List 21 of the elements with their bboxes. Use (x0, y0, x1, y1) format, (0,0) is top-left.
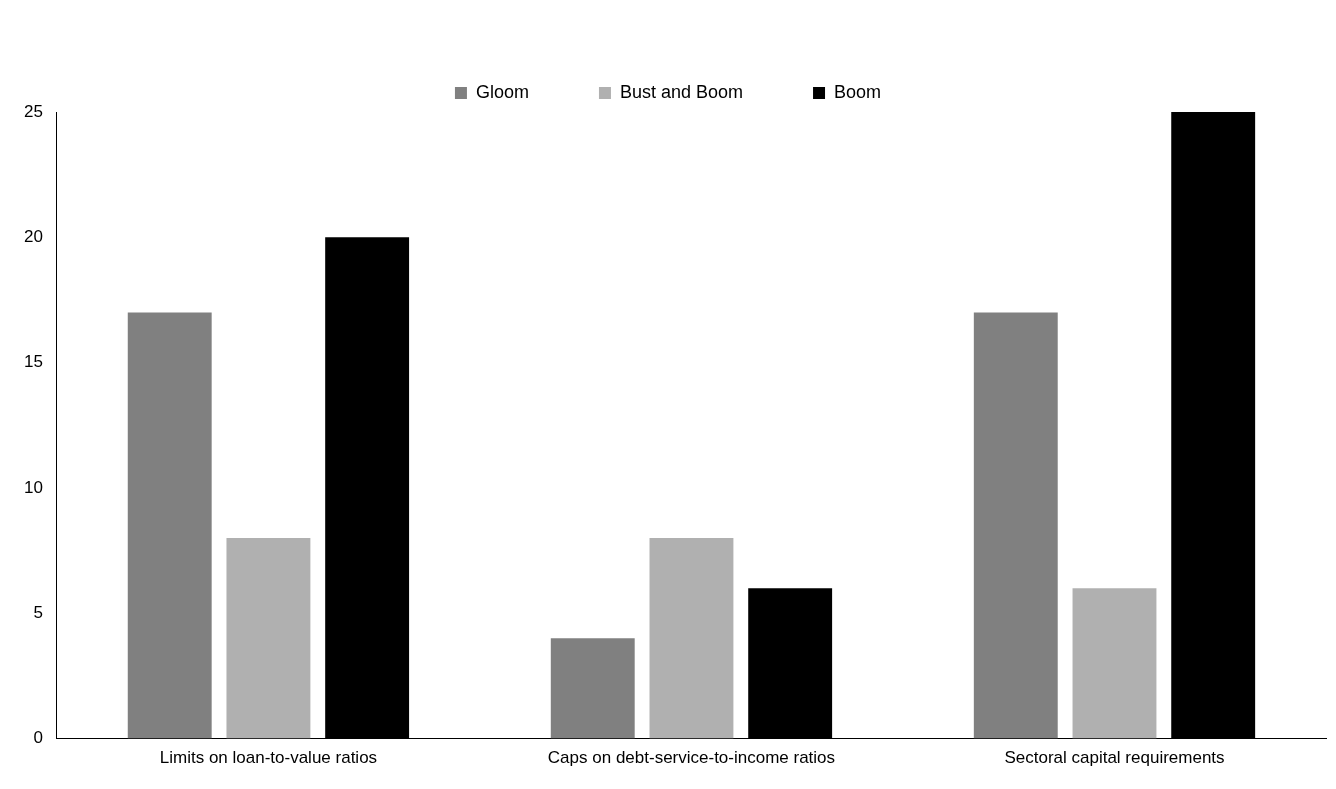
legend-label: Boom (834, 81, 882, 102)
y-tick-label: 0 (33, 728, 43, 748)
y-tick-label: 25 (23, 101, 43, 121)
bar (1072, 588, 1157, 739)
bar (325, 237, 410, 739)
x-tick-label: Caps on debt-service-to-income ratios (547, 748, 836, 768)
legend-label: Bust and Boom (619, 81, 744, 102)
y-tick-label: 20 (23, 227, 43, 247)
bar (973, 312, 1058, 739)
legend-label: Gloom (475, 81, 529, 102)
y-tick-label: 10 (23, 477, 43, 497)
x-tick-label: Sectoral capital requirements (1004, 748, 1225, 768)
bar (226, 538, 311, 739)
y-tick-label: 5 (33, 602, 43, 622)
bar (127, 312, 212, 739)
bar (550, 638, 635, 739)
x-tick-label: Limits on loan-to-value ratios (159, 748, 378, 768)
bar (748, 588, 833, 739)
bar (1171, 112, 1256, 739)
bar (649, 538, 734, 739)
y-tick-label: 15 (23, 352, 43, 372)
